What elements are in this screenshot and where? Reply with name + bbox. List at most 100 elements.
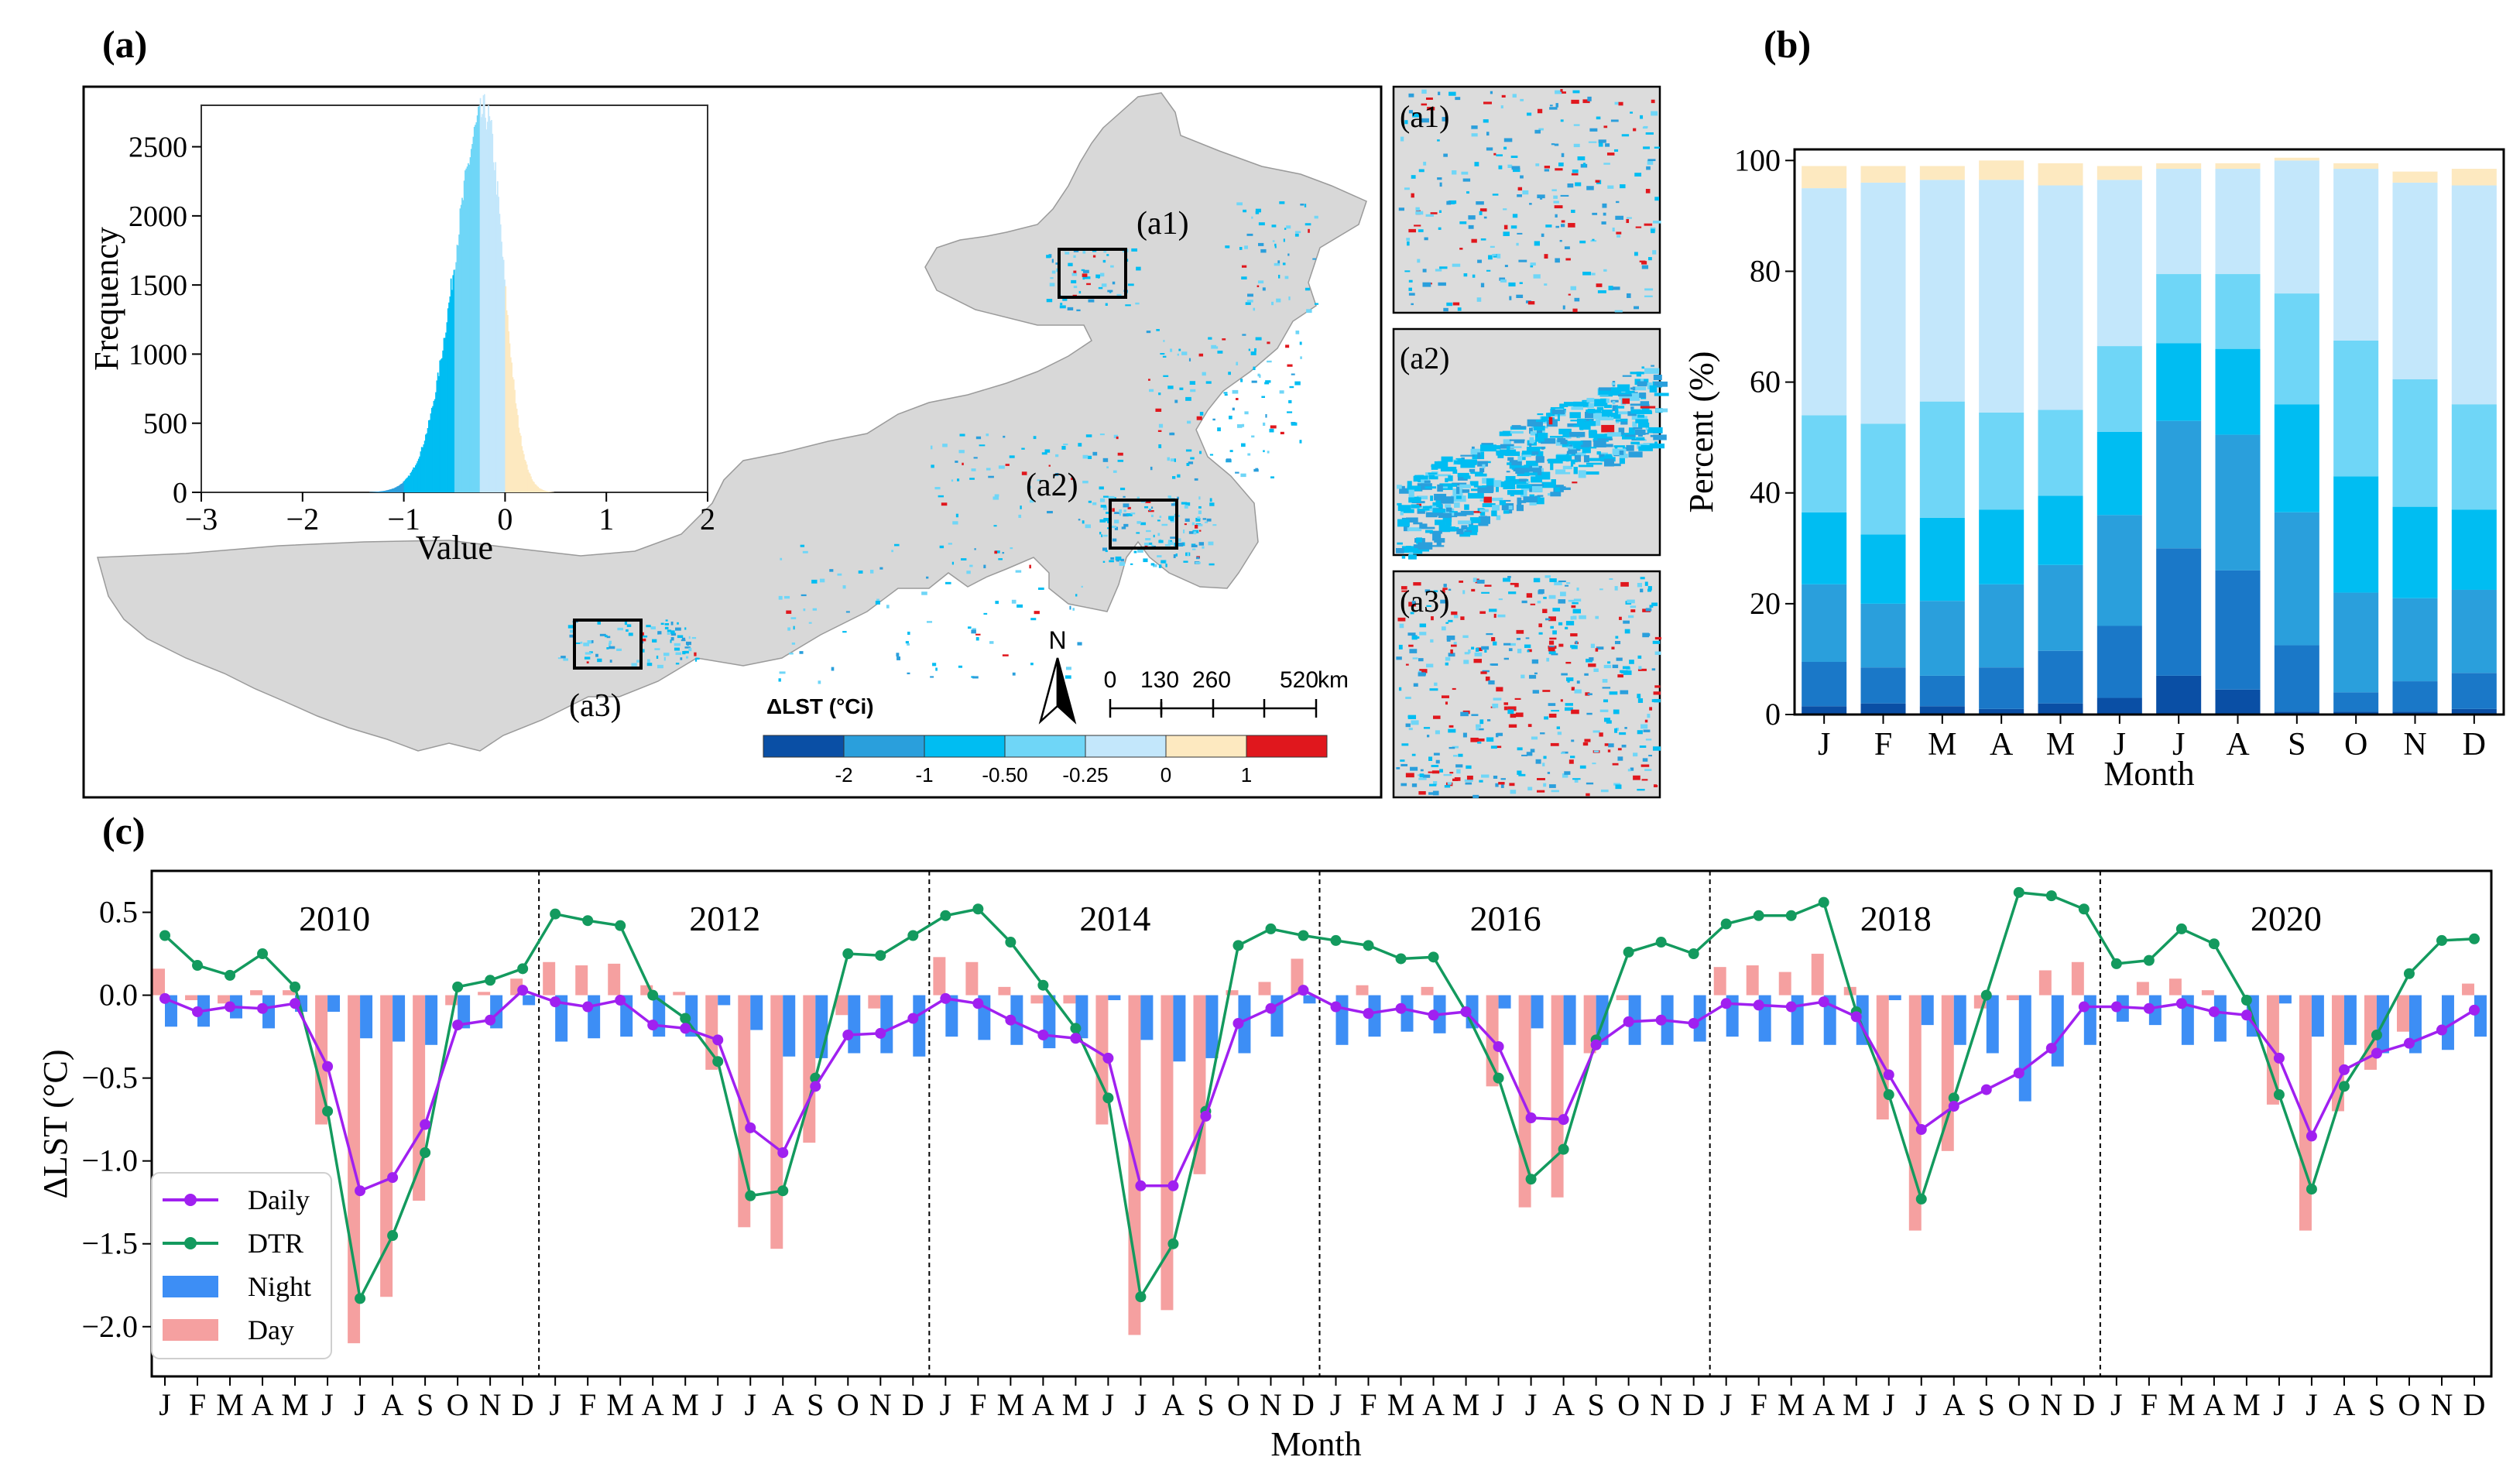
inset-pixel: [1644, 769, 1652, 771]
inset-pixel: [1573, 467, 1578, 475]
dtr-marker: [2469, 933, 2480, 944]
histogram-bar: [407, 475, 410, 492]
inset-pixel: [1608, 743, 1614, 748]
map-pixel: [1226, 458, 1232, 462]
stacked-bar-segment: [2333, 692, 2379, 712]
inset-pixel: [1510, 225, 1517, 229]
map-pixel: [932, 663, 937, 667]
inset-pixel: [1603, 699, 1609, 703]
inset-pixel: [1449, 511, 1458, 513]
inset-pixel: [1647, 160, 1654, 165]
map-pixel: [1308, 228, 1310, 233]
stacked-bar-segment: [2333, 163, 2379, 170]
legend-title: ΔLST (°Ci): [766, 694, 874, 718]
inset-pixel: [1488, 255, 1493, 260]
map-pixel: [684, 627, 687, 630]
inset-pixel: [1555, 487, 1571, 490]
histogram-bar: [384, 490, 386, 492]
inset-pixel: [1419, 773, 1424, 778]
map-pixel: [966, 571, 971, 574]
inset-pixel: [1409, 649, 1418, 653]
inset-pixel: [1514, 478, 1529, 485]
stacked-bar-segment: [2392, 711, 2438, 715]
inset-pixel: [1408, 110, 1413, 114]
inset-pixel: [1396, 656, 1402, 660]
map-pixel: [1195, 524, 1198, 529]
inset-pixel: [1616, 727, 1619, 731]
inset-pixel: [1572, 443, 1584, 449]
map-pixel: [886, 605, 890, 608]
daily-marker: [1363, 1008, 1374, 1020]
map-pixel: [1209, 454, 1214, 456]
inset-pixel: [1462, 732, 1467, 738]
histogram-bar: [473, 126, 475, 492]
inset-a1-pixels: [1398, 89, 1661, 313]
inset-pixel: [1424, 486, 1437, 489]
inset-pixel: [1637, 381, 1647, 387]
map-pixel: [575, 642, 581, 644]
inset-pixel: [1468, 215, 1476, 220]
inset-pixel: [1542, 690, 1551, 692]
dtr-marker: [1785, 910, 1797, 921]
daily-marker: [1785, 1001, 1797, 1013]
day-bar: [575, 965, 588, 996]
inset-pixel: [1507, 445, 1510, 453]
timeseries-xtick-label: D: [2463, 1387, 2486, 1422]
histogram-bar: [544, 490, 547, 492]
map-pixel: [1286, 225, 1291, 229]
daily-marker: [159, 992, 170, 1004]
timeseries-xtick-label: S: [417, 1387, 434, 1422]
map-pixel: [675, 627, 681, 631]
inset-pixel: [1486, 132, 1490, 136]
inset-pixel: [1442, 589, 1445, 594]
inset-pixel: [1448, 653, 1455, 657]
day-bar: [770, 995, 783, 1249]
inset-pixel: [1550, 625, 1554, 629]
histogram-bar: [429, 420, 431, 492]
daily-marker: [777, 1146, 789, 1158]
inset-pixel: [1514, 697, 1521, 700]
inset-pixel: [1430, 212, 1438, 214]
map-pixel: [1244, 245, 1248, 249]
map-pixel: [1113, 434, 1119, 439]
inset-pixel: [1619, 616, 1622, 620]
map-pixel: [1112, 508, 1115, 512]
inset-pixel: [1602, 687, 1611, 689]
map-pixel: [1183, 530, 1185, 533]
map-pixel: [1167, 495, 1171, 499]
day-bar: [153, 968, 165, 996]
map-pixel: [1253, 366, 1256, 371]
histogram-bar: [423, 440, 426, 492]
map-pixel: [1259, 374, 1261, 379]
map-pixel: [1147, 379, 1150, 381]
histogram-bar: [476, 115, 478, 492]
map-pixel: [975, 637, 979, 641]
inset-pixel: [1417, 509, 1425, 514]
inset-pixel: [1645, 188, 1651, 194]
inset-pixel: [1408, 287, 1412, 291]
inset-pixel: [1565, 584, 1569, 587]
map-pixel: [1212, 418, 1215, 421]
map-pixel: [1088, 500, 1092, 503]
inset-pixel: [1596, 451, 1601, 455]
inset-pixel: [1418, 229, 1424, 232]
map-pixel: [1222, 338, 1226, 341]
inset-pixel: [1537, 790, 1545, 793]
dtr-marker: [907, 930, 919, 941]
dtr-marker: [550, 908, 561, 920]
inset-pixel: [1547, 772, 1551, 774]
inset-pixel: [1551, 653, 1558, 656]
map-pixel: [1012, 672, 1016, 676]
inset-pixel: [1471, 446, 1475, 450]
map-pixel: [1209, 498, 1212, 502]
histogram-bar: [449, 296, 451, 492]
map-pixel: [1181, 542, 1185, 547]
year-label: 2016: [1470, 899, 1541, 938]
histogram-bar: [523, 454, 525, 492]
inset-pixel: [1462, 590, 1466, 595]
map-pixel: [790, 617, 797, 619]
timeseries-xtick-label: M: [281, 1387, 309, 1422]
timeseries-xtick-label: M: [1062, 1387, 1090, 1422]
map-pixel: [967, 626, 972, 629]
map-pixel: [1116, 436, 1119, 440]
